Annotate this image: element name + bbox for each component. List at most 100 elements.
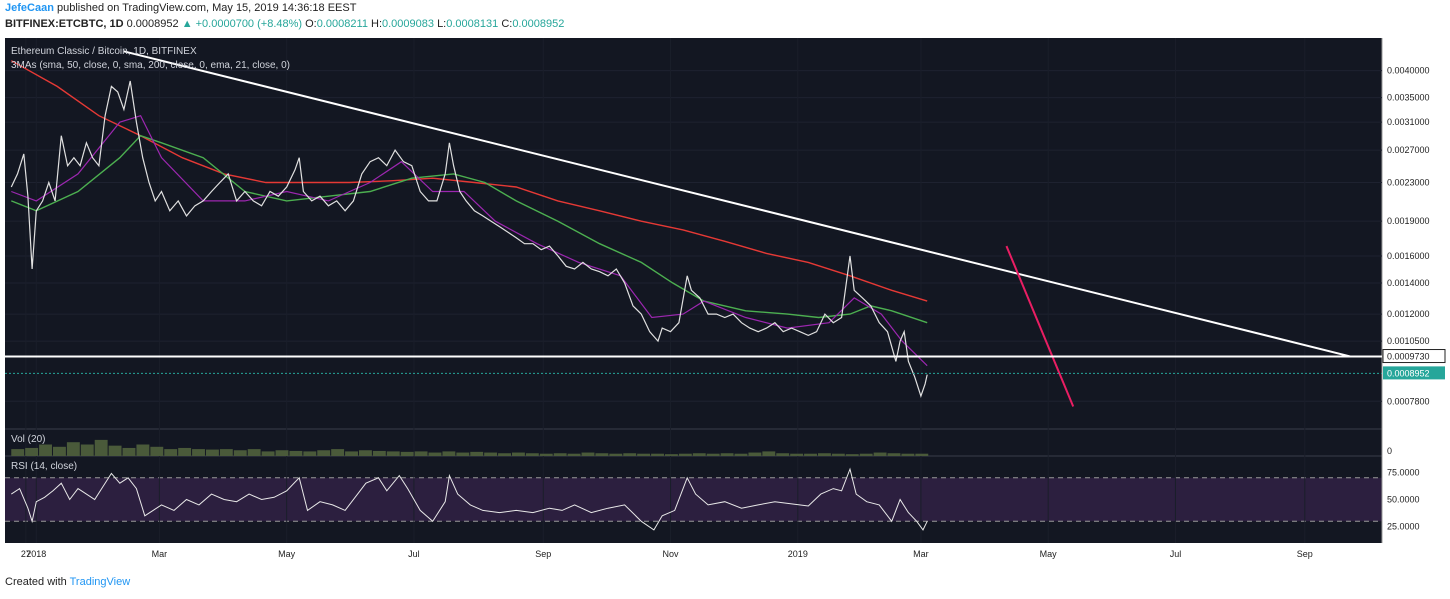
volume-bar (80, 444, 94, 456)
time-tick-label: Sep (535, 549, 551, 559)
low-label: L: (437, 18, 447, 30)
time-tick-label: 2019 (788, 549, 808, 559)
ema21-line (11, 114, 928, 367)
time-tick-label: Jul (408, 549, 420, 559)
chart-area[interactable]: 0.0040000 0.0035000 0.0031000 0.0027000 0.00… (5, 38, 1446, 568)
high-value: 0.0009083 (382, 18, 434, 30)
volume-bar (637, 453, 651, 456)
close-value: 0.0008952 (512, 18, 565, 30)
volume-bar (178, 447, 192, 456)
time-tick-label: May (278, 549, 296, 559)
volume-bar (192, 449, 205, 456)
sma200-line (10, 60, 928, 302)
time-tick-label: Mar (152, 549, 168, 559)
volume-bar (164, 449, 178, 456)
tradingview-logo[interactable]: TradingView (69, 576, 131, 588)
volume-bar (275, 450, 289, 456)
rsi-line (11, 467, 928, 531)
volume-bar (456, 452, 470, 456)
volume-label: Vol (20) (11, 434, 45, 445)
volume-bar (553, 453, 567, 456)
time-tick-label: 27 (21, 549, 31, 559)
volume-bar (150, 446, 164, 456)
price-tick-label: 0.0035000 (1387, 93, 1430, 103)
time-tick-label: Jul (1170, 549, 1182, 559)
created-with-label: Created with (5, 576, 67, 588)
volume-bar (136, 444, 150, 456)
volume-bar (525, 453, 539, 456)
time-tick-label: May (1040, 549, 1058, 559)
volume-bar (831, 453, 845, 456)
price-line (10, 80, 928, 398)
volume-bar (873, 452, 887, 456)
volume-bar (609, 453, 623, 456)
close-label: C: (501, 18, 513, 30)
volume-bar (817, 453, 831, 456)
volume-bar (804, 453, 817, 456)
open-label: O: (305, 18, 317, 30)
volume-bar (122, 447, 136, 456)
volume-bar (317, 450, 331, 456)
sma50-line (11, 134, 928, 324)
change-value: ▲ +0.0000700 (+8.48%) (181, 18, 303, 30)
volume-bar (623, 453, 637, 456)
time-tick-label: Sep (1297, 549, 1313, 559)
volume-bar (859, 453, 873, 456)
rsi-label: RSI (14, close) (11, 461, 77, 472)
price-tick-label: 0.0016000 (1387, 251, 1430, 261)
time-tick-label: 2018 (26, 549, 46, 559)
rsi-tick-label: 50.0000 (1387, 495, 1420, 505)
price-tick-label: 0.0031000 (1387, 117, 1430, 127)
price-tick-label: 0.0012000 (1387, 309, 1430, 319)
volume-bar (539, 453, 553, 456)
volume-bar (289, 450, 303, 456)
last-price: 0.0008952 (126, 18, 179, 30)
volume-bar (25, 447, 39, 456)
price-tick-label: 0.0040000 (1387, 66, 1430, 76)
price-tick-label: 0.0010500 (1387, 336, 1430, 346)
volume-bar (345, 451, 358, 456)
short-trendline (1005, 245, 1075, 407)
volume-bar (205, 449, 219, 456)
long-trendline (123, 50, 1351, 358)
open-value: 0.0008211 (316, 18, 368, 30)
volume-bar (595, 453, 609, 456)
volume-bar (303, 451, 317, 456)
volume-bar (470, 451, 484, 456)
time-axis-panel (5, 543, 1382, 568)
price-tick-label: 0.0019000 (1387, 216, 1430, 226)
volume-bar (748, 452, 762, 456)
author-name[interactable]: JefeCaan (5, 2, 54, 14)
volume-bar (108, 445, 122, 456)
volume-bar (776, 453, 790, 456)
volume-bar (915, 453, 929, 456)
volume-tick-label: 0 (1387, 446, 1392, 456)
volume-bar (11, 449, 25, 456)
volume-bar (790, 453, 804, 456)
volume-bar (734, 453, 748, 456)
time-tick-label: Nov (663, 549, 680, 559)
volume-bar (901, 453, 915, 456)
volume-bar (39, 444, 52, 456)
support-price-label: 0.0009730 (1387, 352, 1430, 362)
rsi-tick-label: 25.0000 (1387, 522, 1420, 532)
volume-bar (845, 454, 859, 456)
volume-bar (66, 442, 80, 456)
chart-svg[interactable]: 0.0040000 0.0035000 0.0031000 0.0027000 0.00… (5, 38, 1446, 568)
volume-bar (581, 452, 595, 456)
volume-bar (247, 449, 261, 456)
volume-bar (233, 450, 247, 456)
rsi-band (5, 477, 1382, 522)
publish-header: JefeCaan published on TradingView.com, M… (5, 2, 356, 14)
price-tick-label: 0.0027000 (1387, 145, 1430, 155)
high-label: H: (371, 18, 382, 30)
volume-bar (442, 451, 456, 456)
volume-bar (651, 453, 664, 456)
last-price-label: 0.0008952 (1387, 368, 1430, 378)
volume-bar (498, 453, 511, 456)
low-value: 0.0008131 (446, 18, 499, 30)
volume-bar (720, 453, 734, 456)
volume-bar (887, 453, 901, 456)
volume-bar (678, 453, 692, 456)
volume-bar (52, 446, 66, 456)
